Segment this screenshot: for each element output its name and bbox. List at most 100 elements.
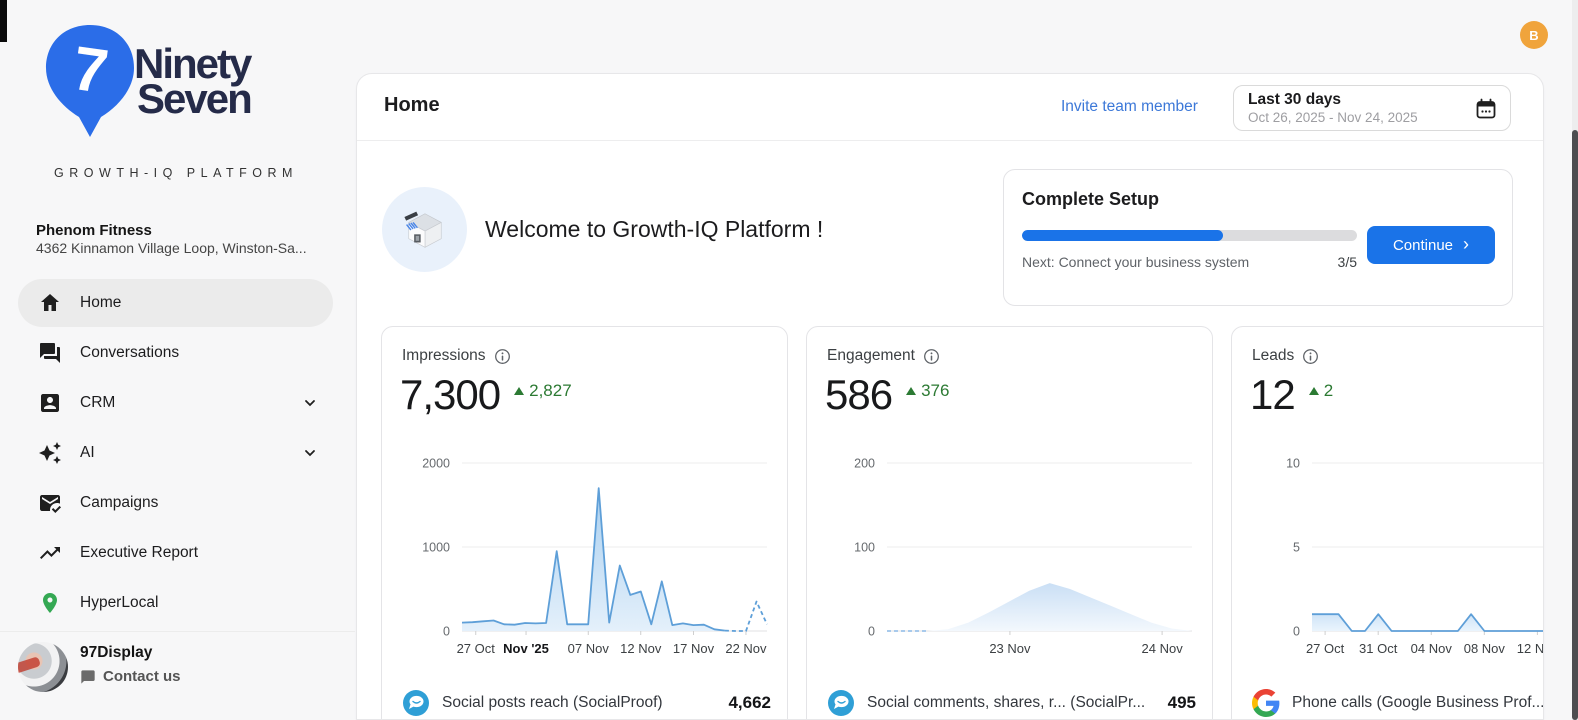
- sidebar-item-campaigns[interactable]: Campaigns: [0, 478, 355, 528]
- complete-setup-card: Complete Setup Next: Connect your busine…: [1003, 169, 1513, 306]
- metric-delta: 376: [906, 381, 949, 401]
- svg-text:27 Oct: 27 Oct: [1306, 641, 1345, 656]
- welcome-title: Welcome to Growth-IQ Platform !: [485, 216, 824, 242]
- svg-text:12 Nov: 12 Nov: [1517, 641, 1544, 656]
- brand-top: Ninety: [134, 39, 252, 87]
- svg-text:0: 0: [868, 625, 875, 639]
- scrollbar-track[interactable]: [1572, 0, 1578, 720]
- date-range-value: Oct 26, 2025 - Nov 24, 2025: [1248, 110, 1418, 125]
- sidebar-item-label: Executive Report: [80, 544, 199, 561]
- google-icon: [1252, 689, 1280, 717]
- contact-us-link[interactable]: Contact us: [80, 668, 181, 685]
- leads-chart: 0 5 10 27 Oct 31 Oct 04 Nov 08 Nov 12 Nov: [1240, 449, 1544, 661]
- campaigns-icon: [40, 495, 61, 513]
- chat-bubble-icon: [81, 669, 95, 684]
- metric-value: 12: [1250, 371, 1296, 418]
- info-icon[interactable]: [1302, 348, 1319, 365]
- date-range-picker[interactable]: Last 30 days Oct 26, 2025 - Nov 24, 2025: [1233, 85, 1511, 131]
- svg-text:04 Nov: 04 Nov: [1411, 641, 1453, 656]
- metric-source-row[interactable]: Phone calls (Google Business Prof...: [1252, 689, 1544, 717]
- svg-text:2000: 2000: [422, 457, 450, 471]
- scrollbar-thumb[interactable]: [1572, 130, 1578, 720]
- calendar-icon: [1476, 98, 1496, 119]
- svg-text:17 Nov: 17 Nov: [673, 641, 715, 656]
- metric-title: Impressions: [402, 347, 486, 364]
- setup-progress-fill: [1022, 230, 1223, 241]
- delta-up-icon: [906, 387, 917, 395]
- metric-title: Engagement: [827, 347, 915, 364]
- page-title: Home: [384, 94, 440, 116]
- setup-next-step: Next: Connect your business system: [1022, 254, 1250, 270]
- user-avatar-initial: B: [1529, 27, 1539, 43]
- sidebar-item-executive-report[interactable]: Executive Report: [0, 528, 355, 578]
- sidebar-footer: 97Display Contact us: [0, 631, 355, 720]
- conversations-icon: [40, 343, 60, 363]
- metric-delta: 2: [1308, 381, 1333, 401]
- metric-source-row[interactable]: Social posts reach (SocialProof) 4,662: [402, 689, 771, 717]
- active-pill: [18, 279, 333, 327]
- chevron-down-icon[interactable]: [303, 396, 317, 410]
- source-value: 4,662: [728, 693, 771, 712]
- svg-text:23 Nov: 23 Nov: [989, 641, 1031, 656]
- user-avatar[interactable]: B: [1520, 21, 1548, 49]
- info-icon[interactable]: [923, 348, 940, 365]
- chevron-down-icon[interactable]: [303, 446, 317, 460]
- ninetyseven-logo: 7 Ninety Seven: [40, 20, 320, 142]
- metric-value: 7,300: [400, 371, 501, 418]
- sidebar-item-label: Conversations: [80, 344, 180, 361]
- crm-icon: [41, 394, 59, 412]
- sidebar-menu: Home Conversations CRM AI Campaigns: [0, 278, 355, 628]
- date-range-label: Last 30 days: [1248, 91, 1342, 108]
- sidebar: 7 Ninety Seven GROWTH-IQ PLATFORM Phenom…: [0, 0, 355, 720]
- contact-us-label: Contact us: [103, 668, 181, 685]
- svg-text:12 Nov: 12 Nov: [620, 641, 662, 656]
- source-label: Phone calls (Google Business Prof...: [1292, 694, 1544, 711]
- metric-source-row[interactable]: Social comments, shares, r... (SocialPr.…: [827, 689, 1196, 717]
- welcome-package-icon: [382, 187, 467, 272]
- avatar: [18, 642, 68, 692]
- svg-text:100: 100: [854, 541, 875, 555]
- svg-text:0: 0: [1293, 625, 1300, 639]
- svg-text:10: 10: [1286, 457, 1300, 471]
- setup-title: Complete Setup: [1022, 189, 1160, 209]
- sidebar-item-hyperlocal[interactable]: HyperLocal: [0, 578, 355, 628]
- svg-text:200: 200: [854, 457, 875, 471]
- sidebar-item-crm[interactable]: CRM: [0, 378, 355, 428]
- socialproof-icon: [403, 690, 429, 716]
- info-icon[interactable]: [494, 348, 511, 365]
- svg-text:1000: 1000: [422, 541, 450, 555]
- engagement-chart: 0 100 200 23 Nov 24 Nov: [815, 449, 1200, 661]
- metric-title: Leads: [1252, 347, 1295, 364]
- platform-tagline: GROWTH-IQ PLATFORM: [54, 166, 298, 180]
- continue-button[interactable]: Continue ›: [1367, 226, 1495, 264]
- metric-value: 586: [825, 371, 893, 418]
- svg-text:0: 0: [443, 625, 450, 639]
- sidebar-item-label: Campaigns: [80, 494, 159, 511]
- page-header: Home Invite team member Last 30 days Oct…: [357, 74, 1543, 141]
- impressions-chart: 0 1000 2000 27 Oct Nov '25 07 Nov 12 Nov 17 Nov…: [390, 449, 775, 661]
- svg-text:07 Nov: 07 Nov: [568, 641, 610, 656]
- source-label: Social comments, shares, r... (SocialPr.…: [867, 694, 1146, 711]
- svg-text:Nov '25: Nov '25: [503, 641, 549, 656]
- svg-text:08 Nov: 08 Nov: [1464, 641, 1506, 656]
- impressions-card: Impressions 7,300 2,827 0 1000 2000 27 Oct N…: [381, 326, 788, 719]
- executive-report-icon: [40, 547, 60, 559]
- main-content-card: Home Invite team member Last 30 days Oct…: [356, 73, 1544, 720]
- home-icon: [41, 294, 59, 311]
- svg-text:24 Nov: 24 Nov: [1142, 641, 1184, 656]
- business-address: 4362 Kinnamon Village Loop, Winston-Sa..…: [36, 240, 307, 256]
- logo-pin-icon: 7: [46, 25, 134, 137]
- delta-up-icon: [514, 387, 525, 395]
- sidebar-item-home[interactable]: Home: [0, 278, 355, 328]
- sidebar-item-label: CRM: [80, 394, 116, 411]
- sidebar-item-label: Home: [80, 294, 122, 311]
- chevron-right-icon: ›: [1463, 234, 1470, 254]
- svg-text:31 Oct: 31 Oct: [1359, 641, 1398, 656]
- metric-delta: 2,827: [514, 381, 572, 401]
- sidebar-item-ai[interactable]: AI: [0, 428, 355, 478]
- invite-team-member-link[interactable]: Invite team member: [1061, 98, 1198, 115]
- sidebar-item-conversations[interactable]: Conversations: [0, 328, 355, 378]
- brand-bottom: Seven: [137, 75, 253, 122]
- brand-wordmark: Ninety Seven: [134, 39, 253, 122]
- leads-card: Leads 12 2 0 5 10 27 Oct 31 Oct 04 Nov 08 Nov 1…: [1231, 326, 1544, 719]
